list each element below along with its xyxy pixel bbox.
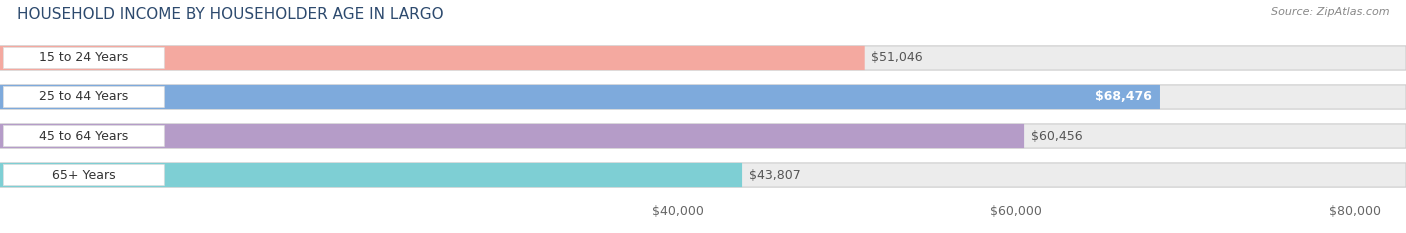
FancyBboxPatch shape (0, 163, 742, 187)
FancyBboxPatch shape (3, 86, 165, 107)
FancyBboxPatch shape (0, 124, 1406, 148)
FancyBboxPatch shape (3, 48, 165, 69)
Text: 25 to 44 Years: 25 to 44 Years (39, 90, 128, 103)
FancyBboxPatch shape (3, 164, 165, 185)
FancyBboxPatch shape (0, 124, 1024, 148)
FancyBboxPatch shape (0, 46, 1406, 70)
Text: $60,456: $60,456 (1031, 130, 1083, 143)
FancyBboxPatch shape (0, 163, 1406, 187)
Text: HOUSEHOLD INCOME BY HOUSEHOLDER AGE IN LARGO: HOUSEHOLD INCOME BY HOUSEHOLDER AGE IN L… (17, 7, 443, 22)
Text: 45 to 64 Years: 45 to 64 Years (39, 130, 128, 143)
Text: $43,807: $43,807 (749, 168, 800, 182)
Text: 15 to 24 Years: 15 to 24 Years (39, 51, 128, 65)
Text: $68,476: $68,476 (1095, 90, 1152, 103)
FancyBboxPatch shape (0, 85, 1160, 109)
FancyBboxPatch shape (3, 126, 165, 147)
Text: Source: ZipAtlas.com: Source: ZipAtlas.com (1271, 7, 1389, 17)
Text: 65+ Years: 65+ Years (52, 168, 115, 182)
Text: $51,046: $51,046 (872, 51, 924, 65)
FancyBboxPatch shape (0, 85, 1406, 109)
FancyBboxPatch shape (0, 46, 865, 70)
